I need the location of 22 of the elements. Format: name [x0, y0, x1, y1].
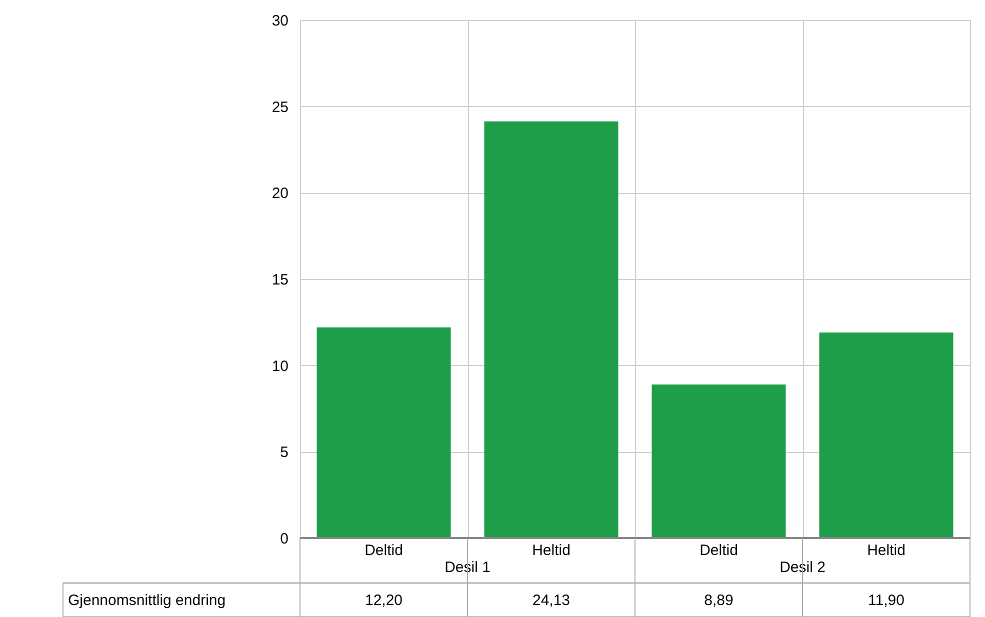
y-tick-label: 10	[272, 358, 288, 375]
text: Desil 2	[780, 559, 826, 576]
data-label: 11,90	[868, 592, 904, 609]
y-tick-label: 25	[272, 98, 288, 116]
bar	[652, 384, 786, 538]
bar	[316, 327, 451, 538]
y-tick-label: 5	[280, 444, 288, 462]
data-label: 24,13	[532, 592, 570, 609]
y-tick-label: 15	[272, 272, 288, 288]
y-tick-label: 30	[272, 12, 288, 30]
y-tick-label: 20	[272, 185, 288, 202]
data-label: 12,20	[364, 592, 403, 609]
x-tick-label: Heltid	[532, 542, 570, 559]
data-label: 8,89	[704, 592, 734, 609]
text: Desil 1	[444, 559, 490, 576]
text: Gjennomsnittlig endring	[68, 592, 226, 609]
bar	[484, 121, 618, 538]
x-tick-label: Deltid	[700, 542, 738, 559]
x-tick-label: Deltid	[364, 542, 403, 559]
bar	[819, 332, 954, 538]
y-tick-label: 0	[280, 530, 288, 548]
x-tick-label: Heltid	[867, 542, 906, 559]
